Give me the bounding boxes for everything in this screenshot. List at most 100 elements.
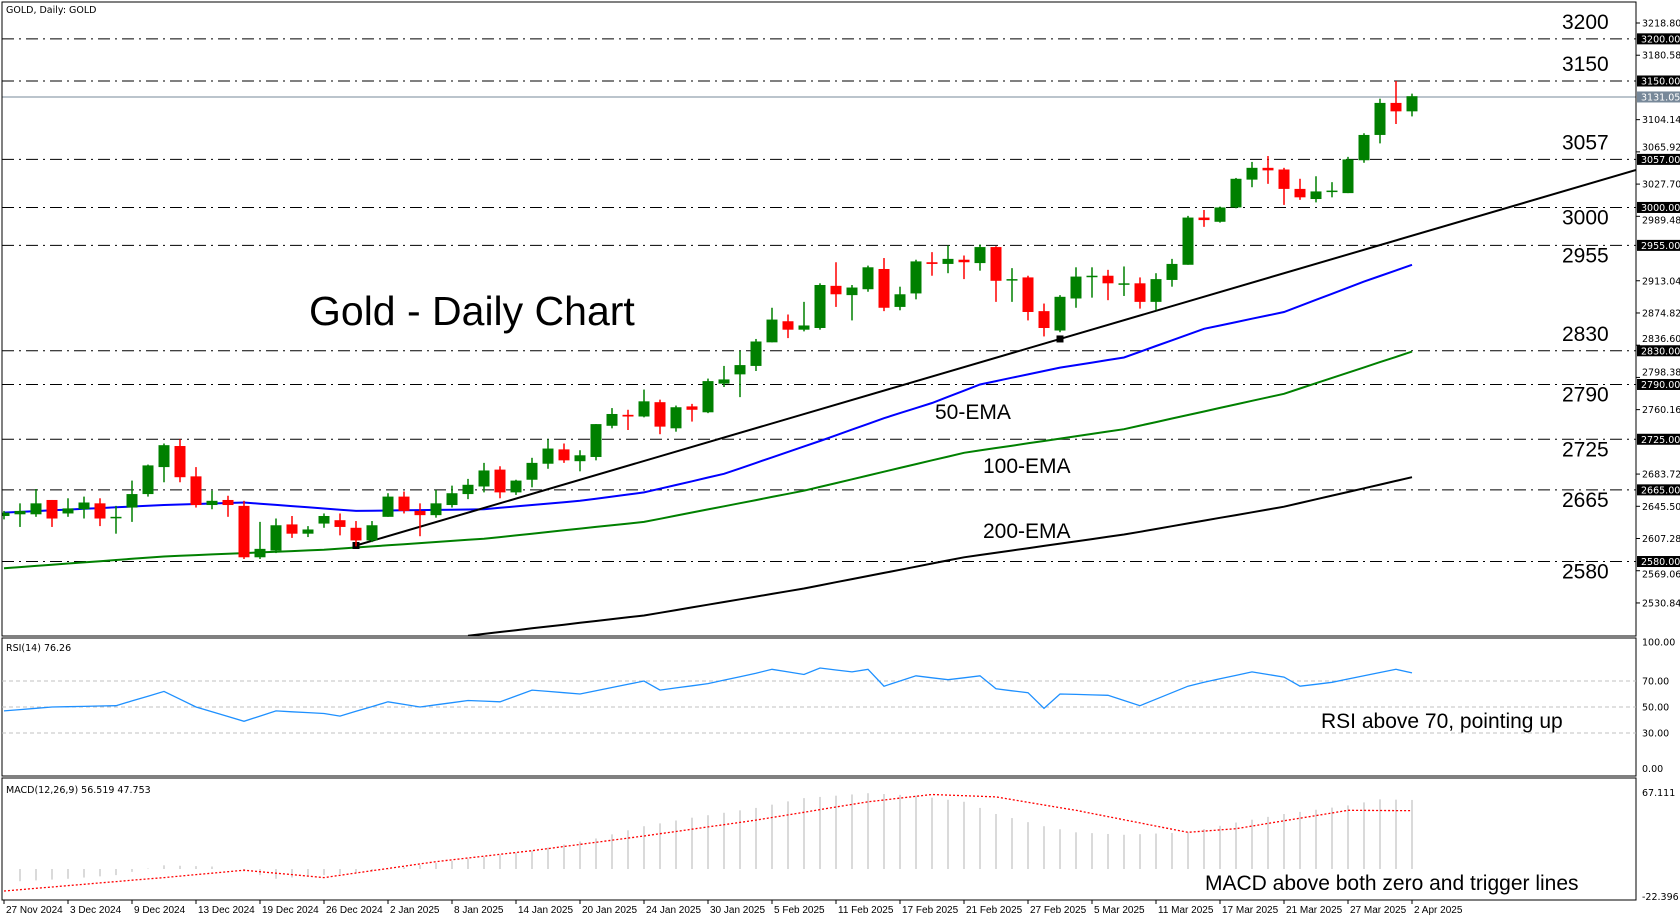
date-label: 11 Feb 2025 <box>838 905 894 916</box>
date-label: 14 Jan 2025 <box>518 905 573 916</box>
candle <box>1070 267 1082 308</box>
level-label-3200: 3200 <box>1562 11 1609 34</box>
ema100-annotation: 100-EMA <box>983 455 1071 478</box>
level-tag-bg <box>1637 75 1680 87</box>
candle <box>542 439 554 469</box>
date-label: 30 Jan 2025 <box>710 905 765 916</box>
candle-body <box>414 510 426 516</box>
candle-body <box>334 520 346 527</box>
candle-body <box>254 548 266 558</box>
candle <box>814 283 826 330</box>
date-label: 27 Mar 2025 <box>1350 905 1407 916</box>
candle-body <box>1294 188 1306 198</box>
macd-tick-label: -22.396 <box>1642 892 1679 903</box>
trendline-anchor <box>1056 335 1064 343</box>
price-tick-label: 2607.28 <box>1642 534 1680 545</box>
candle <box>718 365 730 388</box>
date-label: 2 Apr 2025 <box>1414 905 1463 916</box>
date-label: 24 Jan 2025 <box>646 905 701 916</box>
candle <box>78 496 90 519</box>
candle-body <box>62 508 74 514</box>
candle <box>622 409 634 431</box>
candle <box>222 495 234 517</box>
candle-body <box>190 476 202 506</box>
candle-body <box>526 462 538 480</box>
candle-body <box>462 484 474 495</box>
candle <box>782 314 794 339</box>
candle-body <box>798 325 810 330</box>
level-label-2665: 2665 <box>1562 489 1609 512</box>
candle-body <box>1358 134 1370 161</box>
candle-body <box>1342 159 1354 194</box>
candle-body <box>638 401 650 417</box>
rsi-tick-label: 30.00 <box>1642 729 1669 740</box>
ema200-annotation: 200-EMA <box>983 520 1071 543</box>
candle-body <box>574 455 586 462</box>
date-label: 11 Mar 2025 <box>1158 905 1214 916</box>
last-price-tag-bg <box>1637 91 1680 103</box>
candle <box>798 301 810 332</box>
candle-body <box>350 527 362 541</box>
candle-body <box>110 516 122 519</box>
price-tick-label: 2569.06 <box>1642 570 1680 581</box>
price-tick-label: 2645.50 <box>1642 502 1680 513</box>
ema200-line <box>467 476 1413 636</box>
candle <box>270 518 282 554</box>
candle-body <box>1278 169 1290 189</box>
candle <box>926 252 938 276</box>
candle-body <box>702 381 714 413</box>
candle <box>462 478 474 500</box>
candle-body <box>1198 217 1210 221</box>
chart-title: Gold - Daily Chart <box>309 288 635 334</box>
last-price-tag: 3131.05 <box>1641 92 1680 103</box>
date-label: 21 Feb 2025 <box>966 905 1023 916</box>
candle-body <box>494 469 506 493</box>
candle-body <box>910 261 922 294</box>
candle-body <box>846 287 858 296</box>
candle <box>14 503 26 527</box>
candle <box>1246 161 1258 188</box>
candle <box>46 499 58 527</box>
level-tag: 2665.00 <box>1641 485 1680 496</box>
price-tick-label: 3218.80 <box>1642 19 1680 30</box>
candle <box>126 480 138 522</box>
date-label: 19 Dec 2024 <box>262 905 319 916</box>
level-tag: 2580.00 <box>1641 557 1680 568</box>
candle-body <box>718 379 730 384</box>
candle <box>558 443 570 463</box>
candle-body <box>30 503 42 515</box>
candle <box>670 405 682 432</box>
candle <box>1294 178 1306 200</box>
price-panel <box>2 38 1636 636</box>
candle-body <box>206 500 218 506</box>
candle-body <box>974 247 986 264</box>
level-tag: 3200.00 <box>1641 34 1680 45</box>
candle-body <box>158 445 170 468</box>
candle <box>1134 277 1146 309</box>
candle <box>686 403 698 422</box>
candle-body <box>606 413 618 426</box>
candle <box>1326 182 1338 198</box>
price-tick-label: 2989.48 <box>1642 215 1680 226</box>
candle-body <box>926 262 938 264</box>
candle-body <box>302 529 314 534</box>
candle <box>110 505 122 534</box>
candle <box>1374 98 1386 144</box>
candle-body <box>2 512 10 516</box>
candle <box>942 245 954 274</box>
candle-body <box>430 503 442 516</box>
candle-body <box>174 446 186 478</box>
candle <box>302 526 314 538</box>
candle <box>1150 273 1162 311</box>
ema50-annotation: 50-EMA <box>935 401 1011 424</box>
level-label-3000: 3000 <box>1562 206 1609 229</box>
candle-body <box>814 285 826 328</box>
candle-body <box>446 493 458 506</box>
level-label-2580: 2580 <box>1562 561 1609 584</box>
candle-body <box>990 247 1002 281</box>
candle-body <box>750 341 762 366</box>
candle-body <box>222 499 234 506</box>
candle <box>1278 167 1290 205</box>
candle-body <box>1310 191 1322 200</box>
candle <box>190 467 202 508</box>
